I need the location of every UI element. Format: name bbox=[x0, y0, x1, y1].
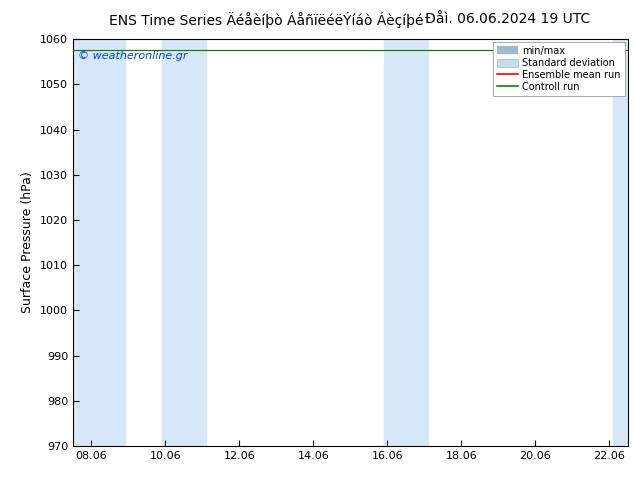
Bar bbox=[384, 39, 428, 446]
Y-axis label: Surface Pressure (hPa): Surface Pressure (hPa) bbox=[22, 172, 34, 314]
Bar bbox=[613, 39, 628, 446]
Legend: min/max, Standard deviation, Ensemble mean run, Controll run: min/max, Standard deviation, Ensemble me… bbox=[493, 42, 624, 96]
Text: ENS Time Series Äéåèíþò ÁåñïëéëÝíáò Áèçíþé: ENS Time Series Äéåèíþò ÁåñïëéëÝíáò Áèçí… bbox=[109, 12, 424, 28]
Text: Đåì. 06.06.2024 19 UTC: Đåì. 06.06.2024 19 UTC bbox=[425, 12, 590, 26]
Bar bbox=[73, 39, 125, 446]
Bar bbox=[162, 39, 206, 446]
Text: © weatheronline.gr: © weatheronline.gr bbox=[79, 51, 188, 61]
